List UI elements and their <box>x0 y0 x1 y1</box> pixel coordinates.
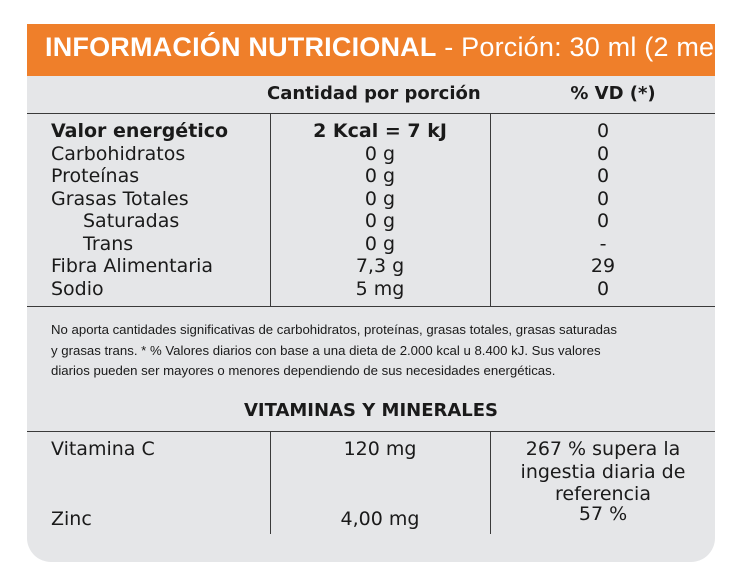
nutrient-dv: 0 <box>596 210 610 232</box>
nutrition-facts-panel: INFORMACIÓN NUTRICIONAL - Porción: 30 ml… <box>27 24 715 562</box>
nutrient-dv: 0 <box>596 120 610 142</box>
nutrient-amount: 0 g <box>364 232 396 255</box>
footnote-line: y grasas trans. * % Valores diarios con … <box>51 342 601 358</box>
nutrient-dv: - <box>599 232 607 255</box>
vitamin-dv-line: 57 % <box>578 503 628 525</box>
vitamins-column-divider-1 <box>270 431 271 534</box>
nutrient-amount: 7,3 g <box>355 255 405 277</box>
vitamins-heading: VITAMINAS Y MINERALES <box>243 400 499 421</box>
nutrient-name: Trans <box>83 232 134 255</box>
nutrient-name: Fibra Alimentaria <box>51 255 214 277</box>
nutrient-name: Grasas Totales <box>51 187 189 210</box>
vitamins-column-divider-2 <box>490 431 491 534</box>
nutrient-name: Proteínas <box>51 165 140 187</box>
divider-top <box>27 113 715 114</box>
vitamin-name: Vitamina C <box>51 438 155 460</box>
column-header-amount: Cantidad por porción <box>267 83 481 104</box>
header-serving: - Porción: 30 ml (2 medidas) <box>444 32 715 62</box>
vitamin-amount: 120 mg <box>343 438 417 460</box>
nutrient-dv: 0 <box>596 277 610 300</box>
nutrient-amount: 0 g <box>364 210 396 232</box>
nutrient-amount: 0 g <box>364 187 396 210</box>
footnote-line: diarios pueden ser mayores o menores dep… <box>51 363 556 378</box>
nutrient-name: Saturadas <box>83 210 180 232</box>
vitamin-dv-line: 267 % supera la <box>525 438 681 460</box>
nutrient-dv: 0 <box>596 187 610 210</box>
nutrient-name: Valor energético <box>51 120 229 142</box>
footnote: No aporta cantidades significativas de c… <box>51 320 701 382</box>
vitamin-dv-line: referencia <box>555 483 651 505</box>
divider-vitamins <box>27 431 715 432</box>
nutrient-dv: 0 <box>596 165 610 187</box>
footnote-line: No aporta cantidades significativas de c… <box>51 322 617 337</box>
column-divider-2 <box>490 113 491 306</box>
vitamin-amount: 4,00 mg <box>340 508 420 530</box>
nutrient-amount: 0 g <box>364 142 396 165</box>
column-header-dv: % VD (*) <box>570 83 656 104</box>
nutrient-amount: 5 mg <box>355 277 405 300</box>
nutrition-header: INFORMACIÓN NUTRICIONAL - Porción: 30 ml… <box>27 24 715 76</box>
nutrient-name: Sodio <box>51 277 104 300</box>
vitamin-dv-line: ingestia diaria de <box>520 460 686 483</box>
nutrient-amount: 0 g <box>364 165 396 187</box>
header-title: INFORMACIÓN NUTRICIONAL - Porción: 30 ml… <box>45 32 715 63</box>
nutrient-dv: 29 <box>590 255 616 277</box>
nutrient-amount: 2 Kcal = 7 kJ <box>313 120 447 142</box>
divider-middle <box>27 306 715 307</box>
header-title-main: INFORMACIÓN NUTRICIONAL <box>45 32 437 62</box>
column-divider-1 <box>270 113 271 306</box>
nutrient-dv: 0 <box>596 142 610 165</box>
nutrient-name: Carbohidratos <box>51 142 186 165</box>
vitamin-name: Zinc <box>51 508 92 530</box>
